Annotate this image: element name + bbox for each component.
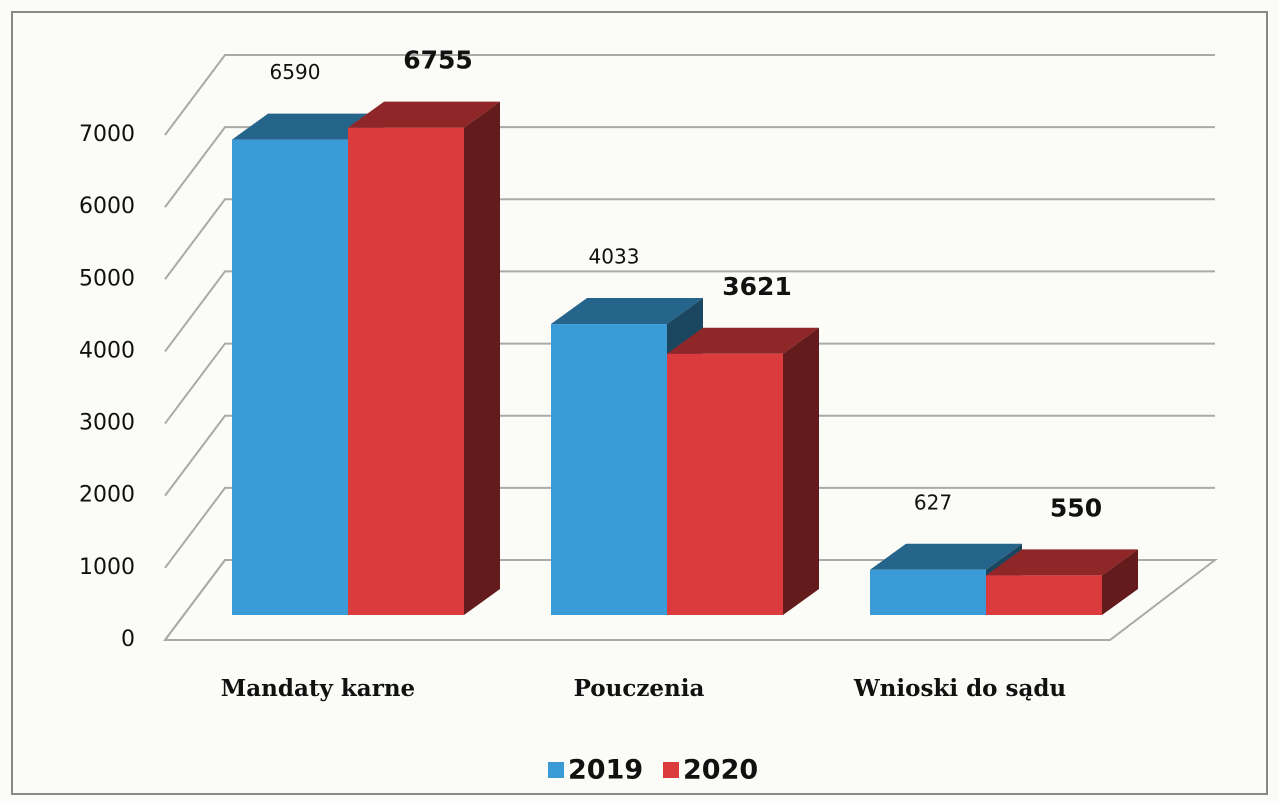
grid-line [164, 414, 1215, 497]
bar-top [870, 543, 1022, 570]
value-label: 550 [1050, 493, 1102, 522]
bar [870, 569, 986, 615]
legend-label: 2019 [568, 755, 643, 786]
grid-line [164, 54, 1215, 136]
x-tick-label: Pouczenia [574, 675, 705, 702]
value-label: 6590 [270, 60, 321, 84]
y-tick-label: 3000 [79, 411, 135, 436]
bar-side [464, 101, 500, 616]
value-label: 4033 [589, 245, 640, 269]
y-tick-label: 5000 [79, 266, 135, 291]
grid-line [164, 342, 1215, 425]
bar-side [1102, 549, 1138, 615]
y-tick-label: 6000 [79, 194, 135, 219]
bar-top [232, 113, 384, 140]
bar-top [551, 298, 703, 325]
legend-swatch [663, 762, 679, 778]
bar-top [986, 549, 1138, 576]
y-tick-label: 7000 [79, 122, 135, 147]
grid-line [164, 126, 1215, 208]
y-tick-label: 1000 [79, 555, 135, 580]
bar [986, 575, 1102, 615]
bar-top [348, 101, 500, 128]
grid-line [164, 198, 1215, 280]
bar [232, 139, 348, 616]
legend-label: 2020 [683, 755, 758, 786]
x-tick-label: Mandaty karne [221, 675, 415, 702]
bar-side [783, 327, 819, 615]
y-tick-label: 2000 [79, 483, 135, 508]
y-tick-label: 4000 [79, 338, 135, 363]
y-tick-label: 0 [121, 627, 135, 652]
bar [348, 127, 464, 616]
value-label: 627 [914, 490, 952, 514]
bar [667, 353, 783, 615]
bar-top [667, 327, 819, 354]
grid-line [164, 270, 1215, 353]
value-label: 3621 [722, 272, 792, 301]
legend-swatch [548, 762, 564, 778]
grid-line [164, 486, 1215, 569]
x-tick-label: Wnioski do sądu [853, 675, 1066, 702]
bar [551, 324, 667, 615]
value-label: 6755 [403, 46, 473, 75]
